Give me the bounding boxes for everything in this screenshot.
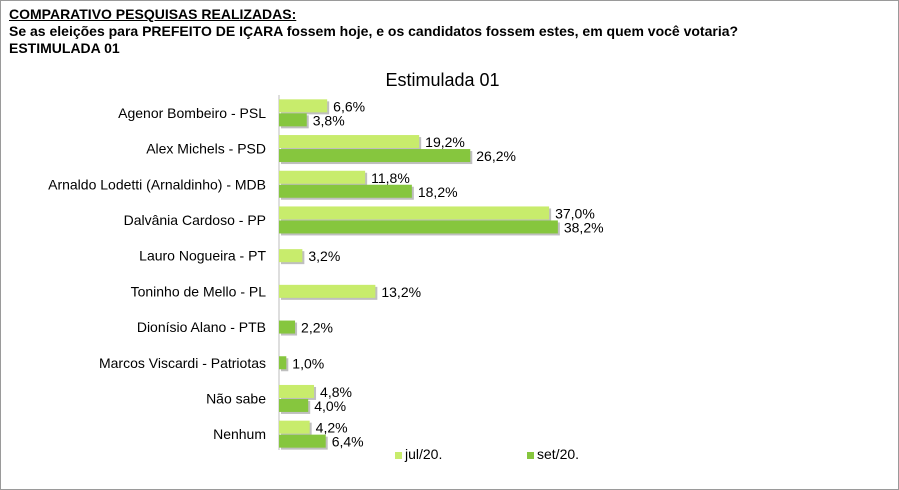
bar-jul/20. — [279, 135, 420, 149]
category-label: Dionísio Alano - PTB — [137, 319, 266, 335]
data-label: 11,8% — [371, 170, 410, 186]
legend-label: jul/20. — [404, 446, 442, 462]
bar-set/20. — [279, 184, 412, 198]
data-label: 26,2% — [476, 148, 516, 164]
data-label: 3,8% — [313, 112, 345, 128]
data-label: 4,8% — [320, 384, 352, 400]
bar-jul/20. — [279, 170, 366, 184]
bar-set/20. — [279, 113, 307, 127]
category-label: Dalvânia Cardoso - PP — [124, 212, 266, 228]
bar-set/20. — [279, 220, 558, 234]
data-label: 18,2% — [418, 184, 458, 200]
data-label: 37,0% — [555, 205, 595, 221]
bar-set/20. — [279, 356, 287, 370]
survey-question: Se as eleições para PREFEITO DE IÇARA fo… — [9, 23, 739, 39]
data-label: 6,6% — [333, 98, 365, 114]
data-label: 19,2% — [425, 134, 465, 150]
survey-type: ESTIMULADA 01 — [9, 40, 120, 56]
data-label: 1,0% — [292, 355, 324, 371]
category-label: Arnaldo Lodetti (Arnaldinho) - MDB — [48, 176, 266, 192]
bar-set/20. — [279, 320, 296, 334]
category-label: Alex Michels - PSD — [146, 141, 266, 157]
category-label: Não sabe — [206, 390, 266, 406]
bar-set/20. — [279, 434, 326, 448]
category-label: Toninho de Mello - PL — [131, 283, 267, 299]
data-label: 4,2% — [316, 420, 348, 436]
bar-set/20. — [279, 398, 309, 412]
data-label: 13,2% — [381, 284, 421, 300]
category-label: Agenor Bombeiro - PSL — [118, 105, 266, 121]
data-label: 2,2% — [301, 320, 333, 336]
legend-label: set/20. — [537, 446, 579, 462]
report-section-title: COMPARATIVO PESQUISAS REALIZADAS: — [9, 6, 297, 22]
chart-title: Estimulada 01 — [385, 70, 500, 90]
data-label: 6,4% — [332, 434, 364, 450]
report-header: COMPARATIVO PESQUISAS REALIZADAS: Se as … — [9, 6, 738, 57]
category-label: Lauro Nogueira - PT — [139, 248, 266, 264]
category-label: Marcos Viscardi - Patriotas — [99, 355, 266, 371]
bar-jul/20. — [279, 249, 303, 263]
legend-swatch — [395, 452, 402, 459]
bar-jul/20. — [279, 420, 310, 434]
category-label: Nenhum — [213, 426, 266, 442]
bar-jul/20. — [279, 384, 315, 398]
legend-swatch — [527, 452, 534, 459]
bar-jul/20. — [279, 206, 550, 220]
bar-set/20. — [279, 149, 471, 163]
data-label: 38,2% — [564, 219, 604, 235]
data-label: 3,2% — [308, 248, 340, 264]
data-label: 4,0% — [314, 398, 346, 414]
bar-jul/20. — [279, 99, 328, 113]
bar-jul/20. — [279, 284, 376, 298]
